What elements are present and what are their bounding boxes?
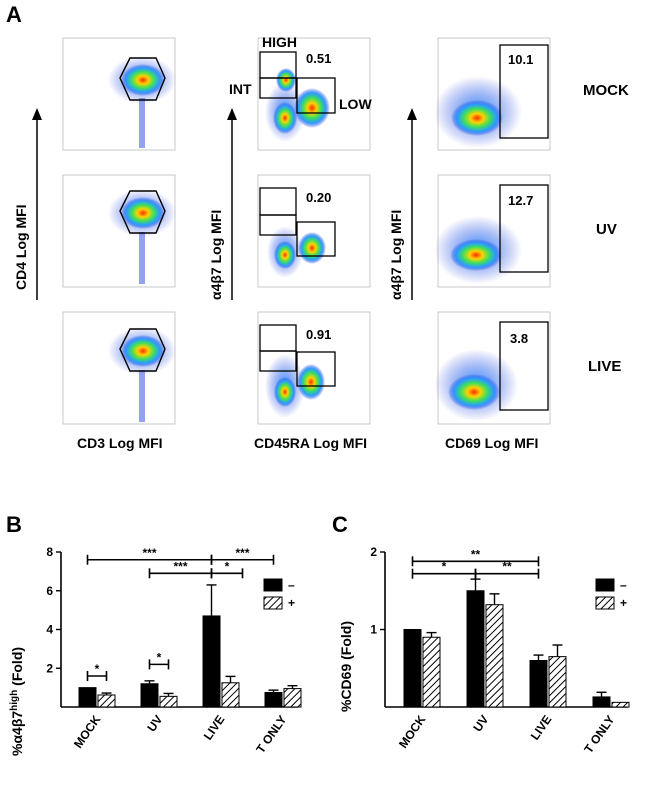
category-label: MOCK: [71, 712, 104, 750]
row-label-live: LIVE: [588, 358, 621, 375]
bar-minus: [202, 615, 221, 708]
category-label: MOCK: [396, 712, 429, 750]
bar-plus: [611, 701, 630, 708]
row-label-mock: MOCK: [583, 82, 629, 99]
bar-plus: [159, 695, 178, 708]
y-tick-label: 1: [370, 623, 377, 637]
significance-label: *: [442, 560, 447, 574]
significance-label: *: [157, 650, 162, 664]
panel-label-c: C: [332, 512, 348, 537]
panel-label-a: A: [6, 2, 22, 27]
legend-label: –: [620, 578, 627, 592]
bar-minus: [78, 687, 97, 708]
flow-plot-cd3-cd4-mock: [62, 37, 176, 151]
col1-ylabel: CD4 Log MFI: [13, 204, 29, 290]
chart-c-ylabel: %CD69 (Fold): [338, 621, 354, 712]
col2-ylabel: α4β7 Log MFI: [208, 210, 224, 300]
col3-ylabel: α4β7 Log MFI: [388, 210, 404, 300]
col3-xlabel: CD69 Log MFI: [445, 435, 538, 451]
cd69-percentage: 10.1: [508, 52, 533, 67]
flow-column-cd3-cd4: CD4 Log MFI CD3 Log MFI: [13, 37, 176, 451]
gate-int: [259, 214, 297, 236]
category-label: T ONLY: [581, 713, 617, 756]
significance-label: ***: [173, 559, 187, 573]
legend-swatch: [263, 596, 283, 610]
category-label: UV: [144, 713, 165, 735]
panel-label-b: B: [6, 512, 22, 537]
y-tick-label: 2: [370, 545, 377, 559]
cd69-gate: [499, 321, 549, 411]
flow-plot-cd3-cd4-uv: [62, 174, 176, 288]
gate-high-label: HIGH: [262, 34, 297, 50]
flow-plot-cd69-live: 3.8: [434, 311, 551, 425]
flow-plot-cd45ra-mock: HIGH INT LOW 0.51: [229, 34, 372, 151]
y-tick-label: 6: [46, 584, 53, 598]
chart-b-ylabel: %α4β7high (Fold): [9, 647, 25, 756]
cd69-gate: [499, 44, 549, 139]
bar-minus: [140, 683, 159, 708]
flow-column-cd45ra-a4b7: HIGH INT LOW 0.51 0.20 0.91: [208, 34, 372, 451]
significance-label: **: [471, 547, 481, 561]
flow-plot-cd69-mock: 10.1: [434, 37, 551, 151]
bar-plus: [221, 682, 240, 708]
y-tick-label: 2: [46, 661, 53, 675]
significance-label: ***: [235, 546, 249, 560]
row-label-uv: UV: [596, 221, 617, 238]
cd4-gate: [119, 190, 166, 234]
y-tick-label: 8: [46, 545, 53, 559]
legend-swatch: [595, 596, 615, 610]
significance-label: *: [225, 559, 230, 573]
flow-plot-cd69-uv: 12.7: [434, 174, 551, 288]
legend-label: +: [288, 596, 295, 610]
cd69-percentage: 3.8: [510, 331, 528, 346]
significance-label: ***: [142, 546, 156, 560]
significance-label: **: [502, 560, 512, 574]
legend-label: –: [288, 578, 295, 592]
gate-int-label: INT: [229, 81, 252, 97]
legend-label: +: [620, 596, 627, 610]
high-percentage: 0.91: [306, 327, 331, 342]
legend-swatch: [263, 578, 283, 592]
gate-low: [296, 351, 336, 387]
bar-plus: [422, 636, 441, 708]
col2-xlabel: CD45RA Log MFI: [254, 435, 367, 451]
bar-minus: [529, 660, 548, 708]
gate-low: [296, 221, 336, 257]
cd4-gate: [119, 57, 166, 101]
bar-plus: [548, 656, 567, 708]
flow-plot-cd45ra-uv: 0.20: [257, 174, 371, 288]
category-label: UV: [470, 713, 491, 735]
bar-plus: [485, 604, 504, 708]
gate-int: [259, 350, 297, 372]
bar-plus: [97, 694, 116, 708]
category-label: LIVE: [528, 713, 555, 743]
category-label: T ONLY: [253, 713, 289, 756]
gate-low: [296, 77, 336, 114]
flow-column-cd69-a4b7: 10.1 12.7 3.8 α4β7 Log MFI CD69 Log MFI: [388, 37, 551, 451]
significance-label: *: [95, 662, 100, 676]
flow-plot-cd45ra-live: 0.91: [257, 311, 371, 425]
bar-minus: [264, 691, 283, 708]
gate-low-label: LOW: [339, 96, 372, 112]
bar-plus: [283, 688, 302, 708]
bar-minus: [403, 629, 422, 708]
cd69-gate: [499, 184, 549, 273]
category-label: LIVE: [201, 713, 228, 743]
bar-minus: [592, 696, 611, 708]
flow-plot-cd3-cd4-live: [62, 311, 176, 425]
cd4-gate: [119, 328, 166, 372]
gate-int: [259, 77, 297, 99]
bar-minus: [466, 590, 485, 708]
high-percentage: 0.20: [306, 190, 331, 205]
col1-xlabel: CD3 Log MFI: [77, 435, 163, 451]
legend-swatch: [595, 578, 615, 592]
cd69-percentage: 12.7: [508, 193, 533, 208]
y-tick-label: 4: [46, 623, 53, 637]
high-percentage: 0.51: [306, 51, 331, 66]
